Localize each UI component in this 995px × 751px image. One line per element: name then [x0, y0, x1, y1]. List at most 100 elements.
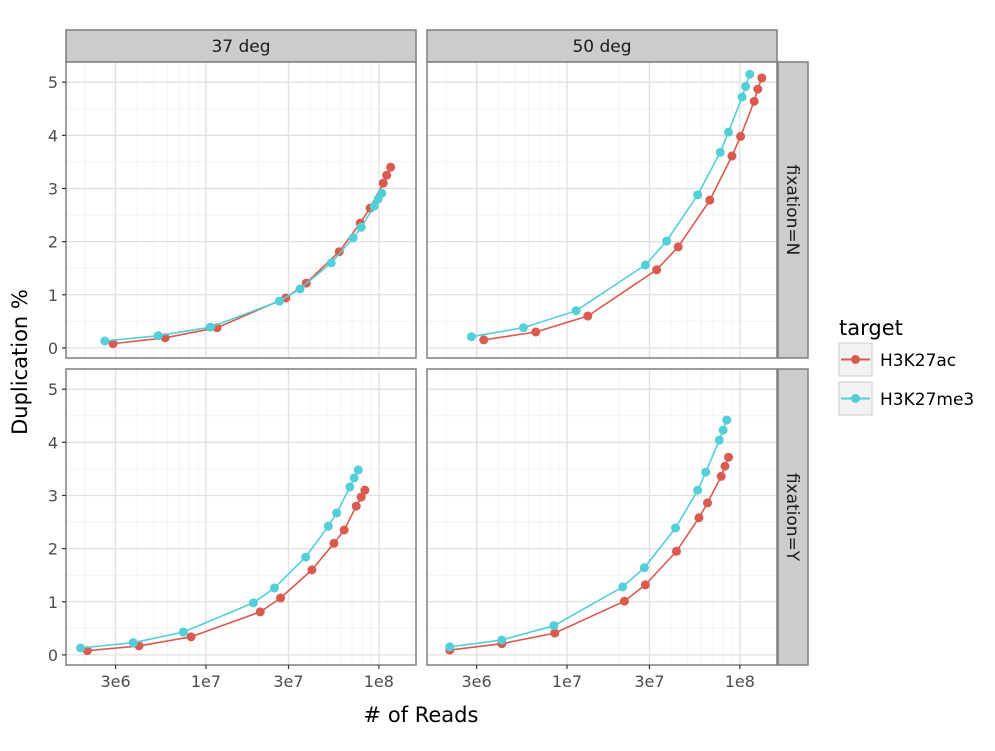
panel-border: [426, 368, 778, 666]
y-tick-label: 3: [48, 486, 58, 505]
data-point-h3k27me3: [128, 638, 138, 648]
data-point-h3k27ac: [705, 195, 715, 205]
y-tick-label: 4: [48, 126, 58, 145]
legend-entry-h3k27ac: H3K27ac: [838, 342, 956, 377]
data-point-h3k27ac: [550, 628, 560, 638]
data-point-h3k27me3: [377, 188, 387, 198]
panel-background: [427, 369, 777, 665]
x-tick-label: 1e8: [725, 672, 755, 691]
column-strip-label: 37 deg: [211, 37, 270, 57]
data-point-h3k27ac: [724, 452, 734, 462]
data-point-h3k27ac: [640, 580, 650, 590]
data-point-h3k27me3: [662, 236, 672, 246]
data-point-h3k27me3: [369, 201, 379, 211]
data-point-h3k27me3: [722, 415, 732, 425]
facet-panel: 3e6 1e7 3e7 1e8 0 1 2 3 4 5: [48, 368, 417, 691]
data-point-h3k27me3: [353, 465, 363, 475]
row-strip: [777, 368, 809, 666]
data-point-h3k27me3: [356, 222, 366, 232]
data-point-h3k27ac: [82, 646, 92, 656]
data-point-h3k27ac: [652, 265, 662, 275]
panel-border: [65, 61, 417, 359]
data-point-h3k27ac: [736, 131, 746, 141]
data-point-h3k27me3: [100, 336, 110, 346]
data-point-h3k27me3: [497, 635, 507, 645]
y-tick-label: 1: [48, 286, 58, 305]
data-point-h3k27ac: [276, 593, 286, 603]
legend-label: H3K27me3: [880, 390, 974, 410]
data-point-h3k27me3: [345, 482, 355, 492]
data-point-h3k27ac: [716, 471, 726, 481]
data-point-h3k27ac: [753, 84, 763, 94]
y-tick-label: 1: [48, 593, 58, 612]
row-strip-label: fixation=Y: [782, 473, 802, 562]
data-point-h3k27ac: [382, 170, 392, 180]
data-point-h3k27me3: [745, 69, 755, 79]
column-strip: [65, 29, 417, 63]
data-point-h3k27me3: [295, 284, 305, 294]
y-tick-label: 5: [48, 380, 58, 399]
facet-panel: [426, 61, 778, 359]
y-tick-label: 3: [48, 179, 58, 198]
data-point-h3k27ac: [673, 242, 683, 252]
data-point-h3k27me3: [715, 147, 725, 157]
data-point-h3k27ac: [307, 565, 317, 575]
x-tick-label: 3e6: [100, 672, 130, 691]
y-tick-label: 2: [48, 540, 58, 559]
data-point-h3k27ac: [703, 498, 713, 508]
data-point-h3k27ac: [386, 162, 396, 172]
data-point-h3k27me3: [571, 306, 581, 316]
data-point-h3k27me3: [445, 642, 455, 652]
data-point-h3k27ac: [329, 538, 339, 548]
data-point-h3k27ac: [356, 492, 366, 502]
row-strip-label: fixation=N: [782, 165, 802, 256]
data-point-h3k27me3: [671, 523, 681, 533]
x-tick-label: 3e6: [461, 672, 491, 691]
data-point-h3k27me3: [348, 233, 358, 243]
data-point-h3k27me3: [741, 81, 751, 91]
data-point-h3k27ac: [479, 335, 489, 345]
facet-panel: 0 1 2 3 4 5: [48, 61, 417, 359]
facet-panel: 3e6 1e7 3e7 1e8: [426, 368, 778, 691]
data-point-h3k27ac: [583, 311, 593, 321]
data-point-h3k27me3: [724, 127, 734, 137]
data-point-h3k27ac: [619, 596, 629, 606]
data-point-h3k27me3: [248, 598, 258, 608]
y-tick-label: 0: [48, 339, 58, 358]
panel-background: [66, 62, 416, 358]
data-point-h3k27me3: [714, 435, 724, 445]
data-point-h3k27ac: [186, 632, 196, 642]
data-point-h3k27me3: [75, 643, 85, 653]
data-point-h3k27ac: [727, 151, 737, 161]
column-strip: [426, 29, 778, 63]
data-point-h3k27me3: [466, 332, 476, 342]
data-point-h3k27ac: [255, 607, 265, 617]
legend-key-point: [851, 394, 860, 403]
data-point-h3k27me3: [349, 473, 359, 483]
data-point-h3k27me3: [618, 582, 628, 592]
y-axis-label: Duplication %: [8, 289, 32, 435]
data-point-h3k27ac: [749, 96, 759, 106]
legend-title: target: [839, 316, 903, 340]
data-point-h3k27me3: [274, 296, 284, 306]
data-point-h3k27me3: [323, 521, 333, 531]
data-point-h3k27me3: [693, 485, 703, 495]
row-strip: [777, 61, 809, 359]
data-point-h3k27ac: [334, 247, 344, 257]
data-point-h3k27me3: [178, 627, 188, 637]
data-point-h3k27me3: [693, 190, 703, 200]
legend-entry-h3k27me3: H3K27me3: [838, 381, 974, 416]
data-point-h3k27ac: [339, 525, 349, 535]
x-tick-label: 1e7: [191, 672, 221, 691]
data-point-h3k27ac: [531, 327, 541, 337]
x-axis-label: # of Reads: [364, 703, 479, 727]
legend: target H3K27ac H3K27me3: [838, 316, 974, 416]
x-tick-label: 3e7: [634, 672, 664, 691]
data-point-h3k27ac: [378, 178, 388, 188]
y-tick-label: 0: [48, 646, 58, 665]
x-tick-label: 3e7: [273, 672, 303, 691]
y-tick-label: 4: [48, 433, 58, 452]
legend-key-point: [851, 355, 860, 364]
panel-background: [427, 62, 777, 358]
